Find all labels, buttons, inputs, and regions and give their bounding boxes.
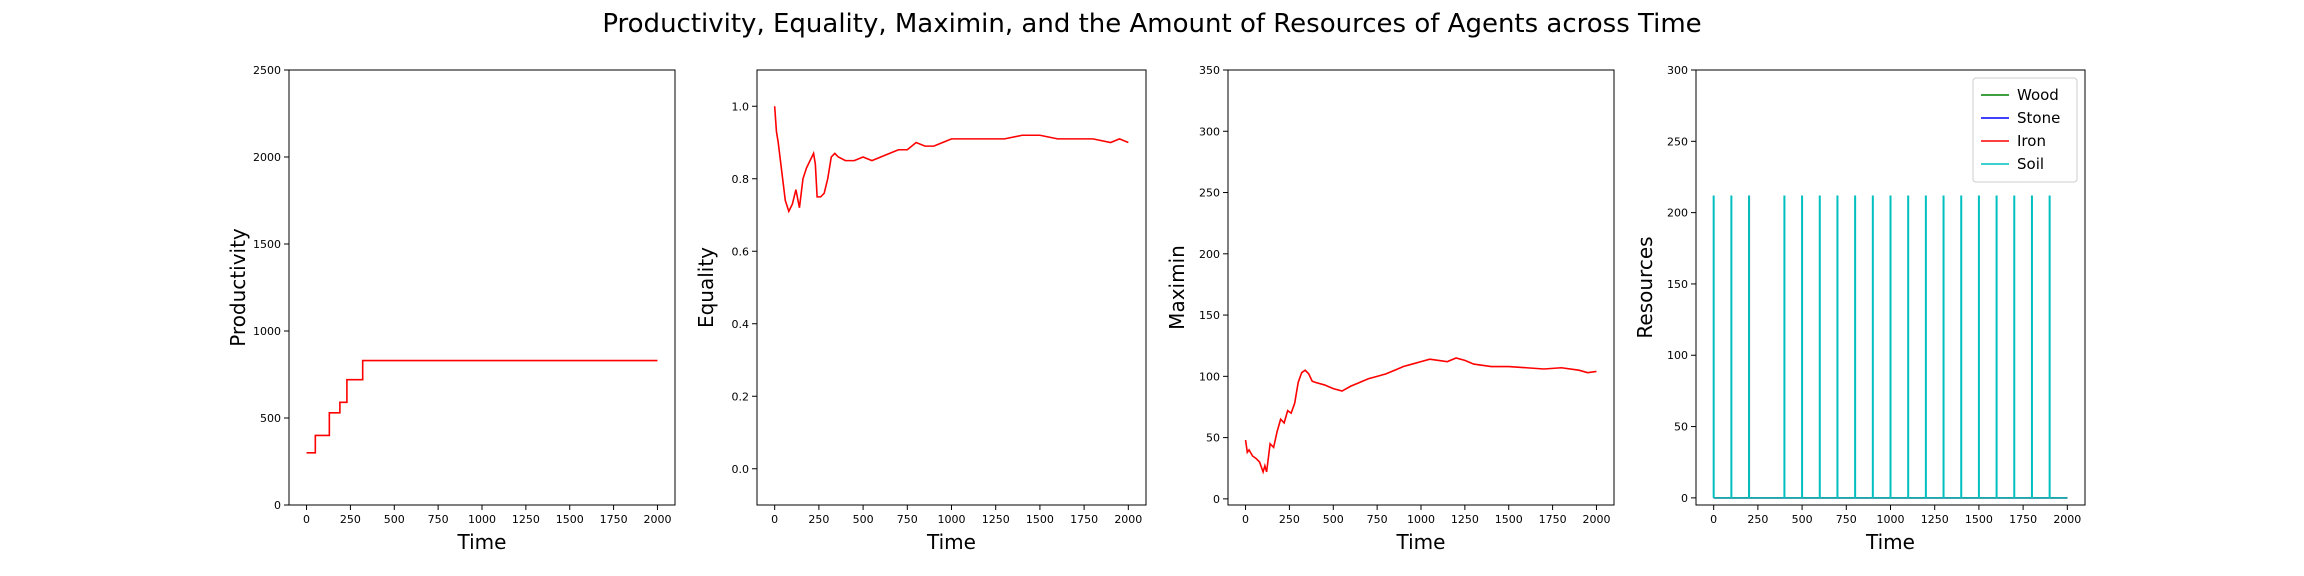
x-tick-label: 500 [1323, 513, 1344, 526]
subplot-1: 0 250 500 750 1000 1250 1500 1750 2000 0 500 1000 15… [226, 64, 676, 554]
x-tick-label: 1500 [556, 513, 584, 526]
x-axis-label: Time [457, 530, 507, 554]
y-tick-label: 250 [1199, 187, 1220, 200]
x-tick-label: 750 [428, 513, 449, 526]
figure-title: Productivity, Equality, Maximin, and the… [602, 9, 1701, 39]
x-tick-label: 250 [1747, 513, 1768, 526]
plot-area [1712, 195, 2068, 499]
x-tick-label: 2000 [1114, 513, 1142, 526]
x-tick-label: 1000 [938, 513, 966, 526]
x-tick-label: 1750 [2009, 513, 2037, 526]
y-tick-label: 50 [1206, 432, 1220, 445]
y-tick-label: 100 [1199, 370, 1220, 383]
x-tick-label: 500 [853, 513, 874, 526]
legend-box [1972, 77, 2078, 183]
y-tick-label: 100 [1667, 349, 1688, 362]
subplot-4: 0 250 500 750 1000 1250 1500 1750 2000 0 50 100 150 2… [1633, 64, 2086, 554]
y-tick-label: 0.8 [732, 173, 750, 186]
legend-label: Iron [2017, 132, 2046, 150]
x-tick-label: 1250 [982, 513, 1010, 526]
x-tick-label: 1500 [1965, 513, 1993, 526]
y-tick-label: 150 [1667, 278, 1688, 291]
legend: Wood Stone Iron Soil [1972, 77, 2078, 183]
x-tick-label: 1000 [1877, 513, 1905, 526]
subplots: 0 250 500 750 1000 1250 1500 1750 20000500100015… [226, 64, 2086, 554]
x-tick-label: 250 [1279, 513, 1300, 526]
y-tick-label: 300 [1199, 125, 1220, 138]
x-tick-label: 1750 [600, 513, 628, 526]
x-tick-label: 1750 [1070, 513, 1098, 526]
x-tick-label: 750 [897, 513, 918, 526]
y-tick-label: 250 [1667, 135, 1688, 148]
plot-area [773, 106, 1129, 214]
x-tick-label: 2000 [2053, 513, 2081, 526]
y-tick-label: 1000 [253, 325, 281, 338]
plot-area [306, 359, 658, 454]
x-tick-label: 1250 [1451, 513, 1479, 526]
y-tick-label: 0 [1681, 492, 1688, 505]
x-tick-label: 0 [771, 513, 778, 526]
series-line [1244, 357, 1597, 475]
subplot-2: 0 250 500 750 1000 1250 1500 1750 2000 0.0 0.2 0.4 0… [694, 69, 1147, 554]
y-tick-label: 0.0 [732, 463, 750, 476]
x-tick-label: 0 [1242, 513, 1249, 526]
y-axis-label: Resources [1633, 236, 1657, 338]
y-tick-label: 350 [1199, 64, 1220, 77]
x-tick-label: 750 [1836, 513, 1857, 526]
x-tick-label: 1000 [1407, 513, 1435, 526]
axes-frame [288, 69, 676, 506]
y-tick-label: 0 [1213, 493, 1220, 506]
y-tick-label: 0.4 [732, 318, 750, 331]
y-tick-label: 150 [1199, 309, 1220, 322]
x-tick-label: 750 [1367, 513, 1388, 526]
y-axis-label: Maximin [1165, 245, 1189, 330]
x-axis-label: Time [1396, 530, 1446, 554]
series-line [773, 106, 1129, 214]
y-axis-label: Equality [694, 247, 718, 328]
x-axis-label: Time [1865, 530, 1915, 554]
y-tick-label: 0.6 [732, 245, 750, 258]
y-axis-label: Productivity [226, 228, 250, 347]
x-tick-label: 1000 [468, 513, 496, 526]
x-tick-label: 2000 [1582, 513, 1610, 526]
y-tick-label: 2000 [253, 151, 281, 164]
y-tick-label: 1500 [253, 238, 281, 251]
y-tick-label: 200 [1667, 207, 1688, 220]
legend-label: Stone [2017, 109, 2060, 127]
series-line [306, 359, 658, 454]
x-tick-label: 250 [808, 513, 829, 526]
y-tick-label: 200 [1199, 248, 1220, 261]
x-tick-label: 1750 [1539, 513, 1567, 526]
x-tick-label: 1250 [512, 513, 540, 526]
axes-frame [756, 69, 1147, 506]
x-tick-label: 500 [1792, 513, 1813, 526]
x-tick-label: 1250 [1921, 513, 1949, 526]
x-axis-label: Time [926, 530, 976, 554]
y-tick-label: 0.2 [732, 390, 750, 403]
x-tick-label: 0 [303, 513, 310, 526]
y-tick-label: 500 [260, 412, 281, 425]
legend-label: Wood [2017, 86, 2059, 104]
y-tick-label: 0 [274, 499, 281, 512]
plot-area [1244, 357, 1597, 475]
legend-label: Soil [2017, 155, 2044, 173]
x-tick-label: 500 [384, 513, 405, 526]
y-tick-label: 2500 [253, 64, 281, 77]
y-tick-label: 50 [1674, 421, 1688, 434]
y-tick-label: 300 [1667, 64, 1688, 77]
y-tick-label: 1.0 [732, 100, 750, 113]
x-tick-label: 1500 [1495, 513, 1523, 526]
x-tick-label: 250 [340, 513, 361, 526]
subplot-3: 0 250 500 750 1000 1250 1500 1750 2000 0 50 100 150 2… [1165, 64, 1615, 554]
x-tick-label: 1500 [1026, 513, 1054, 526]
x-tick-label: 2000 [643, 513, 671, 526]
axes-frame [1227, 69, 1615, 506]
x-tick-label: 0 [1710, 513, 1717, 526]
